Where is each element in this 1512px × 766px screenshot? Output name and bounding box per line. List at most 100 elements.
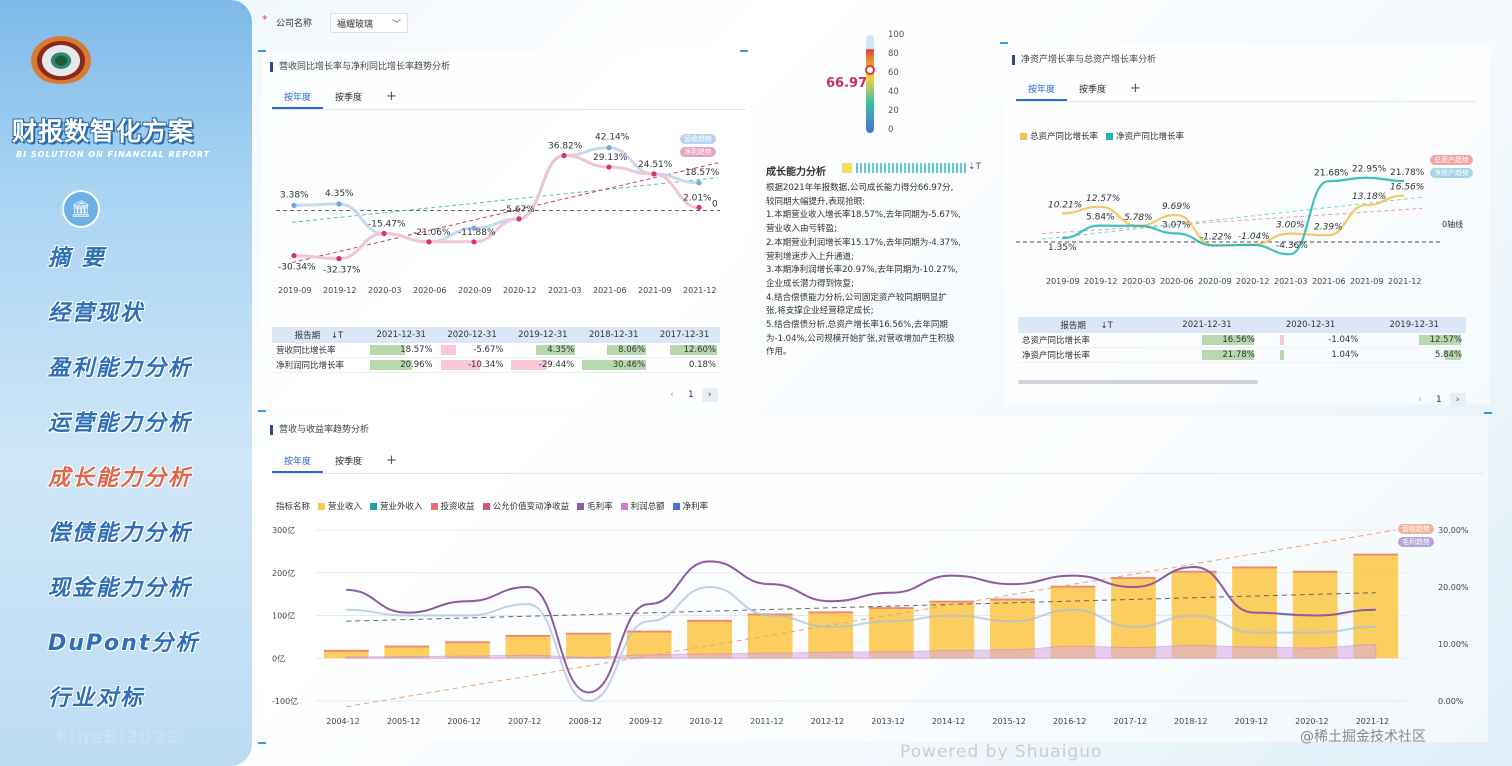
gauge-tick: 0 <box>888 125 894 135</box>
profit-point <box>471 239 477 245</box>
margin-trend-line <box>346 592 1376 622</box>
community-watermark: @稀土掘金技术社区 <box>1300 729 1426 745</box>
x-tick-label: 2019-12 <box>323 286 356 295</box>
sidebar: 财报数智化方案 BI SOLUTION ON FINANCIAL REPORT … <box>0 0 252 766</box>
table-header[interactable]: 报告期 ↓T <box>1018 317 1156 333</box>
asset-panel-title: 净资产增长率与总资产增长率分析 <box>1012 55 1156 65</box>
x-tick-label: 2008-12 <box>569 717 602 726</box>
tab-by-year[interactable]: 按年度 <box>272 88 324 109</box>
table-header[interactable]: 报告期 ↓T <box>272 327 366 343</box>
sort-icon[interactable]: ↓T <box>1100 321 1113 331</box>
sort-icon[interactable]: ↓T <box>330 331 344 341</box>
sidebar-item-cash[interactable]: 现金能力分析 <box>48 576 193 601</box>
profit-point <box>561 153 567 159</box>
sidebar-item-dupont[interactable]: DuPont分析 <box>48 631 200 656</box>
investment-income-bar <box>1232 566 1278 569</box>
company-select[interactable]: 福耀玻璃 ﹀ <box>330 13 408 33</box>
next-page-button[interactable]: › <box>1449 393 1466 407</box>
x-tick-label: 2012-12 <box>811 717 844 726</box>
revenue-bar <box>1111 579 1156 659</box>
legend-item[interactable]: 毛利率 <box>577 500 613 512</box>
eye-logo-icon <box>26 32 96 84</box>
x-tick-label: 2020-06 <box>1160 277 1193 286</box>
net-margin-line <box>346 585 1376 703</box>
legend-item[interactable]: 营业收入 <box>318 500 362 512</box>
add-tab-button[interactable]: + <box>386 89 397 104</box>
tab-by-quarter[interactable]: 按季度 <box>335 457 363 467</box>
revenue-bar <box>566 634 611 659</box>
x-tick-label: 2019-09 <box>278 286 311 295</box>
sidebar-item-growth[interactable]: 成长能力分析 <box>48 466 193 491</box>
tab-by-quarter[interactable]: 按季度 <box>1079 85 1107 95</box>
prev-page-button[interactable]: ‹ <box>670 390 674 400</box>
sidebar-item-benchmark[interactable]: 行业对标 <box>48 686 145 711</box>
total-asset-data-label: 10.21% <box>1048 200 1082 210</box>
x-tick-label: 2010-12 <box>690 717 723 726</box>
profit-data-label: -30.34% <box>278 263 316 273</box>
table-scrollbar[interactable] <box>1018 380 1258 384</box>
table-row: 营收同比增长率 18.57% -5.67% 4.35% 8.06% 12.60% <box>272 343 720 358</box>
total-asset-data-label: -1.22% <box>1200 232 1232 242</box>
revenue-data-label: 42.14% <box>595 133 630 143</box>
table-cell: 12.57% <box>1362 333 1466 348</box>
x-tick-label: 2020-12 <box>1295 717 1328 726</box>
total-asset-data-label: 5.78% <box>1124 213 1153 223</box>
add-tab-button[interactable]: + <box>1130 81 1141 96</box>
x-tick-label: 2021-09 <box>1350 277 1383 286</box>
asset-legend: 总资产同比增长率 净资产同比增长率 <box>1020 130 1184 142</box>
net-asset-data-label: 5.84% <box>1086 213 1115 223</box>
legend-item[interactable]: 公允价值变动净收益 <box>482 500 569 512</box>
sidebar-item-summary[interactable]: 摘 要 <box>48 246 106 271</box>
sidebar-item-status[interactable]: 经营现状 <box>48 301 145 326</box>
profit-data-label: -15.47% <box>368 219 406 229</box>
growth-analysis-title: 成长能力分析 <box>766 167 826 178</box>
legend-item[interactable]: 利润总额 <box>620 500 665 512</box>
x-tick-label: 2013-12 <box>871 717 904 726</box>
add-tab-button[interactable]: + <box>386 453 397 468</box>
sidebar-item-profitability[interactable]: 盈利能力分析 <box>48 356 193 381</box>
revenue-point <box>471 225 477 231</box>
net-asset-data-label: 22.95% <box>1352 165 1387 175</box>
asset-table: 报告期 ↓T 2021-12-31 2020-12-31 2019-12-31 … <box>1018 317 1466 363</box>
asset-chart-tags: 总资产趋势 净资产趋势 <box>1430 155 1473 178</box>
next-page-button[interactable]: › <box>701 388 718 402</box>
table-header: 2019-12-31 <box>1362 317 1466 333</box>
investment-income-bar <box>1050 585 1096 588</box>
tab-by-year[interactable]: 按年度 <box>272 452 324 473</box>
x-tick-label: 2016-12 <box>1053 717 1086 726</box>
margin-trend-tag: 毛利趋势 <box>1398 537 1434 547</box>
trend-panel-title: 营收与收益率趋势分析 <box>270 425 369 435</box>
table-header: 2018-12-31 <box>578 327 650 343</box>
table-cell: 4.35% <box>507 343 579 358</box>
asset-tabs: 按年度 按季度 + <box>1016 80 1476 102</box>
asset-growth-chart: 10.21% 12.57% 5.78% 9.69% -1.22% -1.04% 3.00% 2… <box>1016 165 1440 286</box>
legend-item[interactable]: 总资产同比增长率 <box>1020 130 1098 142</box>
revenue-data-label: 4.35% <box>325 189 354 199</box>
table-cell: 21.78% <box>1155 347 1259 363</box>
revenue-margin-chart: 300亿 200亿 100亿 0亿 -100亿 30.00% 20.00% 10.00% 0.0… <box>272 525 1469 726</box>
trend-legend: 指标名称 营业收入 营业外收入 投资收益 公允价值变动净收益 毛利率 利润总额 … <box>276 500 708 512</box>
legend-item[interactable]: 净资产同比增长率 <box>1106 130 1184 142</box>
gauge-tick: 40 <box>888 87 899 97</box>
sidebar-item-operation[interactable]: 运营能力分析 <box>48 411 193 436</box>
revenue-pager: ‹ 1 › <box>664 388 718 402</box>
legend-item[interactable]: 投资收益 <box>430 500 475 512</box>
revenue-bar <box>505 636 551 659</box>
sidebar-item-solvency[interactable]: 偿债能力分析 <box>48 521 193 546</box>
legend-item[interactable]: 营业外收入 <box>370 500 423 512</box>
profit-data-label: 24.51% <box>638 160 673 170</box>
x-tick-label: 2021-06 <box>1312 277 1345 286</box>
x-tick-label: 2004-12 <box>326 717 359 726</box>
filter-icon[interactable]: ⇣T <box>968 162 982 172</box>
total-asset-data-label: 9.69% <box>1162 202 1191 212</box>
prev-page-button[interactable]: ‹ <box>1418 395 1422 405</box>
tab-by-quarter[interactable]: 按季度 <box>335 93 363 103</box>
tab-by-year[interactable]: 按年度 <box>1016 80 1068 101</box>
table-cell: 30.46% <box>578 357 650 373</box>
revenue-bar <box>444 643 490 659</box>
profit-point <box>291 253 297 259</box>
legend-item[interactable]: 净利率 <box>672 500 708 512</box>
table-cell: -1.04% <box>1258 333 1363 348</box>
growth-highlight <box>842 163 852 173</box>
gauge-marker <box>865 65 875 75</box>
